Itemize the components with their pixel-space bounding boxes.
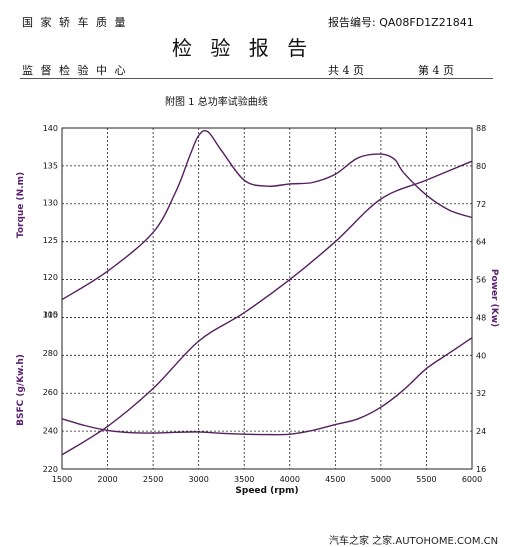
chart-grid: [62, 128, 472, 469]
bsfc-tick-label: 300: [43, 311, 58, 320]
chart-ticks: 1500 2000 2500 3000 3500 4000 4500 5000 5500 6000…: [43, 124, 486, 484]
torque-tick-label: 135: [43, 161, 58, 170]
speed-axis-label: Speed (rpm): [235, 486, 298, 496]
torque-axis-label: Torque (N.m): [16, 172, 26, 238]
watermark: 汽车之家 之家.AUTOHOME.COM.CN: [329, 536, 499, 547]
torque-tick-label: 120: [43, 273, 58, 282]
bsfc-tick-label: 240: [43, 426, 58, 435]
power-axis-label: Power (Kw): [489, 269, 499, 327]
page-current: 第 4 页: [418, 64, 454, 77]
x-tick-label: 5500: [416, 475, 436, 484]
plot-frame: [61, 127, 473, 470]
power-tick-label: 56: [476, 276, 486, 285]
bsfc-tick-label: 260: [43, 388, 58, 397]
x-tick-label: 5000: [371, 475, 391, 484]
x-tick-label: 3000: [188, 475, 208, 484]
torque-tick-label: 140: [43, 124, 58, 133]
torque-tick-label: 125: [43, 236, 58, 245]
bsfc-curve: [61, 337, 473, 436]
power-tick-label: 80: [476, 162, 486, 171]
power-tick-label: 48: [476, 313, 486, 322]
power-tick-label: 32: [476, 389, 486, 398]
x-tick-label: 3500: [234, 475, 254, 484]
x-tick-label: 4000: [280, 475, 300, 484]
power-tick-label: 24: [476, 427, 486, 436]
power-curve: [61, 160, 473, 456]
torque-tick-label: 115: [43, 311, 58, 320]
org-name: 国 家 轿 车 质 量: [22, 16, 128, 29]
page-total: 共 4 页: [328, 64, 364, 77]
bsfc-axis-label: BSFC (g/Kw.h): [16, 354, 26, 426]
bsfc-tick-label: 220: [43, 465, 58, 474]
figure-caption: 附图 1 总功率试验曲线: [165, 97, 268, 108]
power-tick-label: 16: [476, 465, 486, 474]
x-tick-label: 2500: [143, 475, 163, 484]
header-rule: [20, 78, 493, 79]
report-title: 检 验 报 告: [172, 36, 314, 60]
power-tick-label: 64: [476, 238, 486, 247]
center-name: 监 督 检 验 中 心: [22, 64, 128, 77]
torque-curve: [61, 129, 473, 301]
power-tick-label: 72: [476, 200, 486, 209]
power-tick-label: 40: [476, 351, 486, 360]
bsfc-tick-label: 280: [43, 349, 58, 358]
x-tick-label: 4500: [325, 475, 345, 484]
power-tick-label: 88: [476, 124, 486, 133]
torque-tick-label: 130: [43, 199, 58, 208]
report-number: 报告编号: QA08FD1Z21841: [328, 16, 474, 29]
chart-curves: [61, 129, 473, 456]
x-tick-label: 6000: [462, 475, 482, 484]
x-tick-label: 1500: [52, 475, 72, 484]
x-tick-label: 2000: [97, 475, 117, 484]
